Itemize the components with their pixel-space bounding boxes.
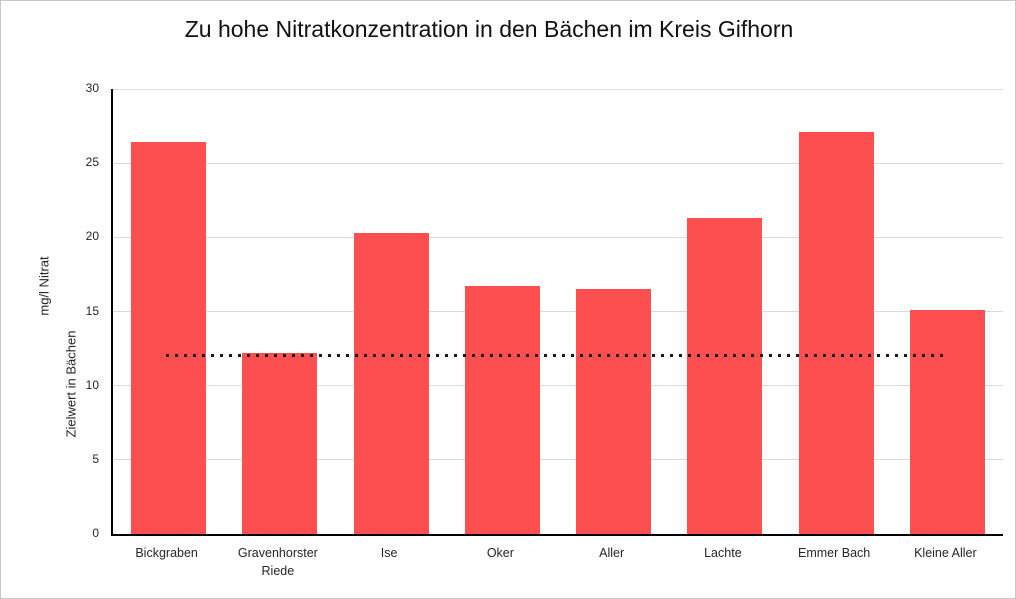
gridline-30 (113, 88, 1003, 90)
y-tick-label-25: 25 (85, 155, 99, 170)
gridline-25 (113, 162, 1003, 164)
y-tick-label-15: 15 (85, 303, 99, 318)
target-value-dotted-line (166, 354, 946, 357)
bar-emmer-bach (798, 132, 874, 534)
x-category-label-aller: Aller (599, 546, 625, 560)
bar-ise (353, 232, 429, 534)
bar-kleine-aller (909, 310, 985, 534)
y-tick-label-0: 0 (92, 526, 99, 540)
gridline-10 (113, 385, 1003, 387)
gridline-15 (113, 311, 1003, 312)
bar-lachte (687, 218, 763, 534)
y-tick-label-20: 20 (85, 229, 99, 244)
x-axis-category-labels: Bickgraben Gravenhorster Riede Ise Oker Alle… (111, 544, 1001, 594)
x-category-label-ise: Ise (380, 546, 398, 560)
x-category-label-kleine-aller: Kleine Aller (914, 546, 977, 560)
bar-oker (464, 286, 540, 534)
x-category-label-emmer-bach: Emmer Bach (798, 546, 871, 560)
bar-aller (576, 289, 652, 534)
bar-gravenhorster-riede (242, 353, 318, 534)
x-category-label-gravenhorster-riede: Gravenhorster Riede (237, 546, 318, 579)
x-category-label-lachte: Lachte (704, 546, 742, 560)
x-category-label-oker: Oker (486, 546, 514, 560)
plot-area (111, 88, 1003, 536)
bar-bickgraben (131, 142, 207, 534)
gridline-5 (113, 459, 1003, 461)
y-tick-label-10: 10 (85, 377, 99, 392)
y-tick-label-30: 30 (85, 81, 99, 95)
y-tick-label-5: 5 (92, 451, 99, 466)
x-category-label-bickgraben: Bickgraben (135, 546, 198, 560)
gridline-20 (113, 236, 1003, 238)
chart-title: Zu hohe Nitratkonzentration in den Bäche… (184, 16, 794, 42)
